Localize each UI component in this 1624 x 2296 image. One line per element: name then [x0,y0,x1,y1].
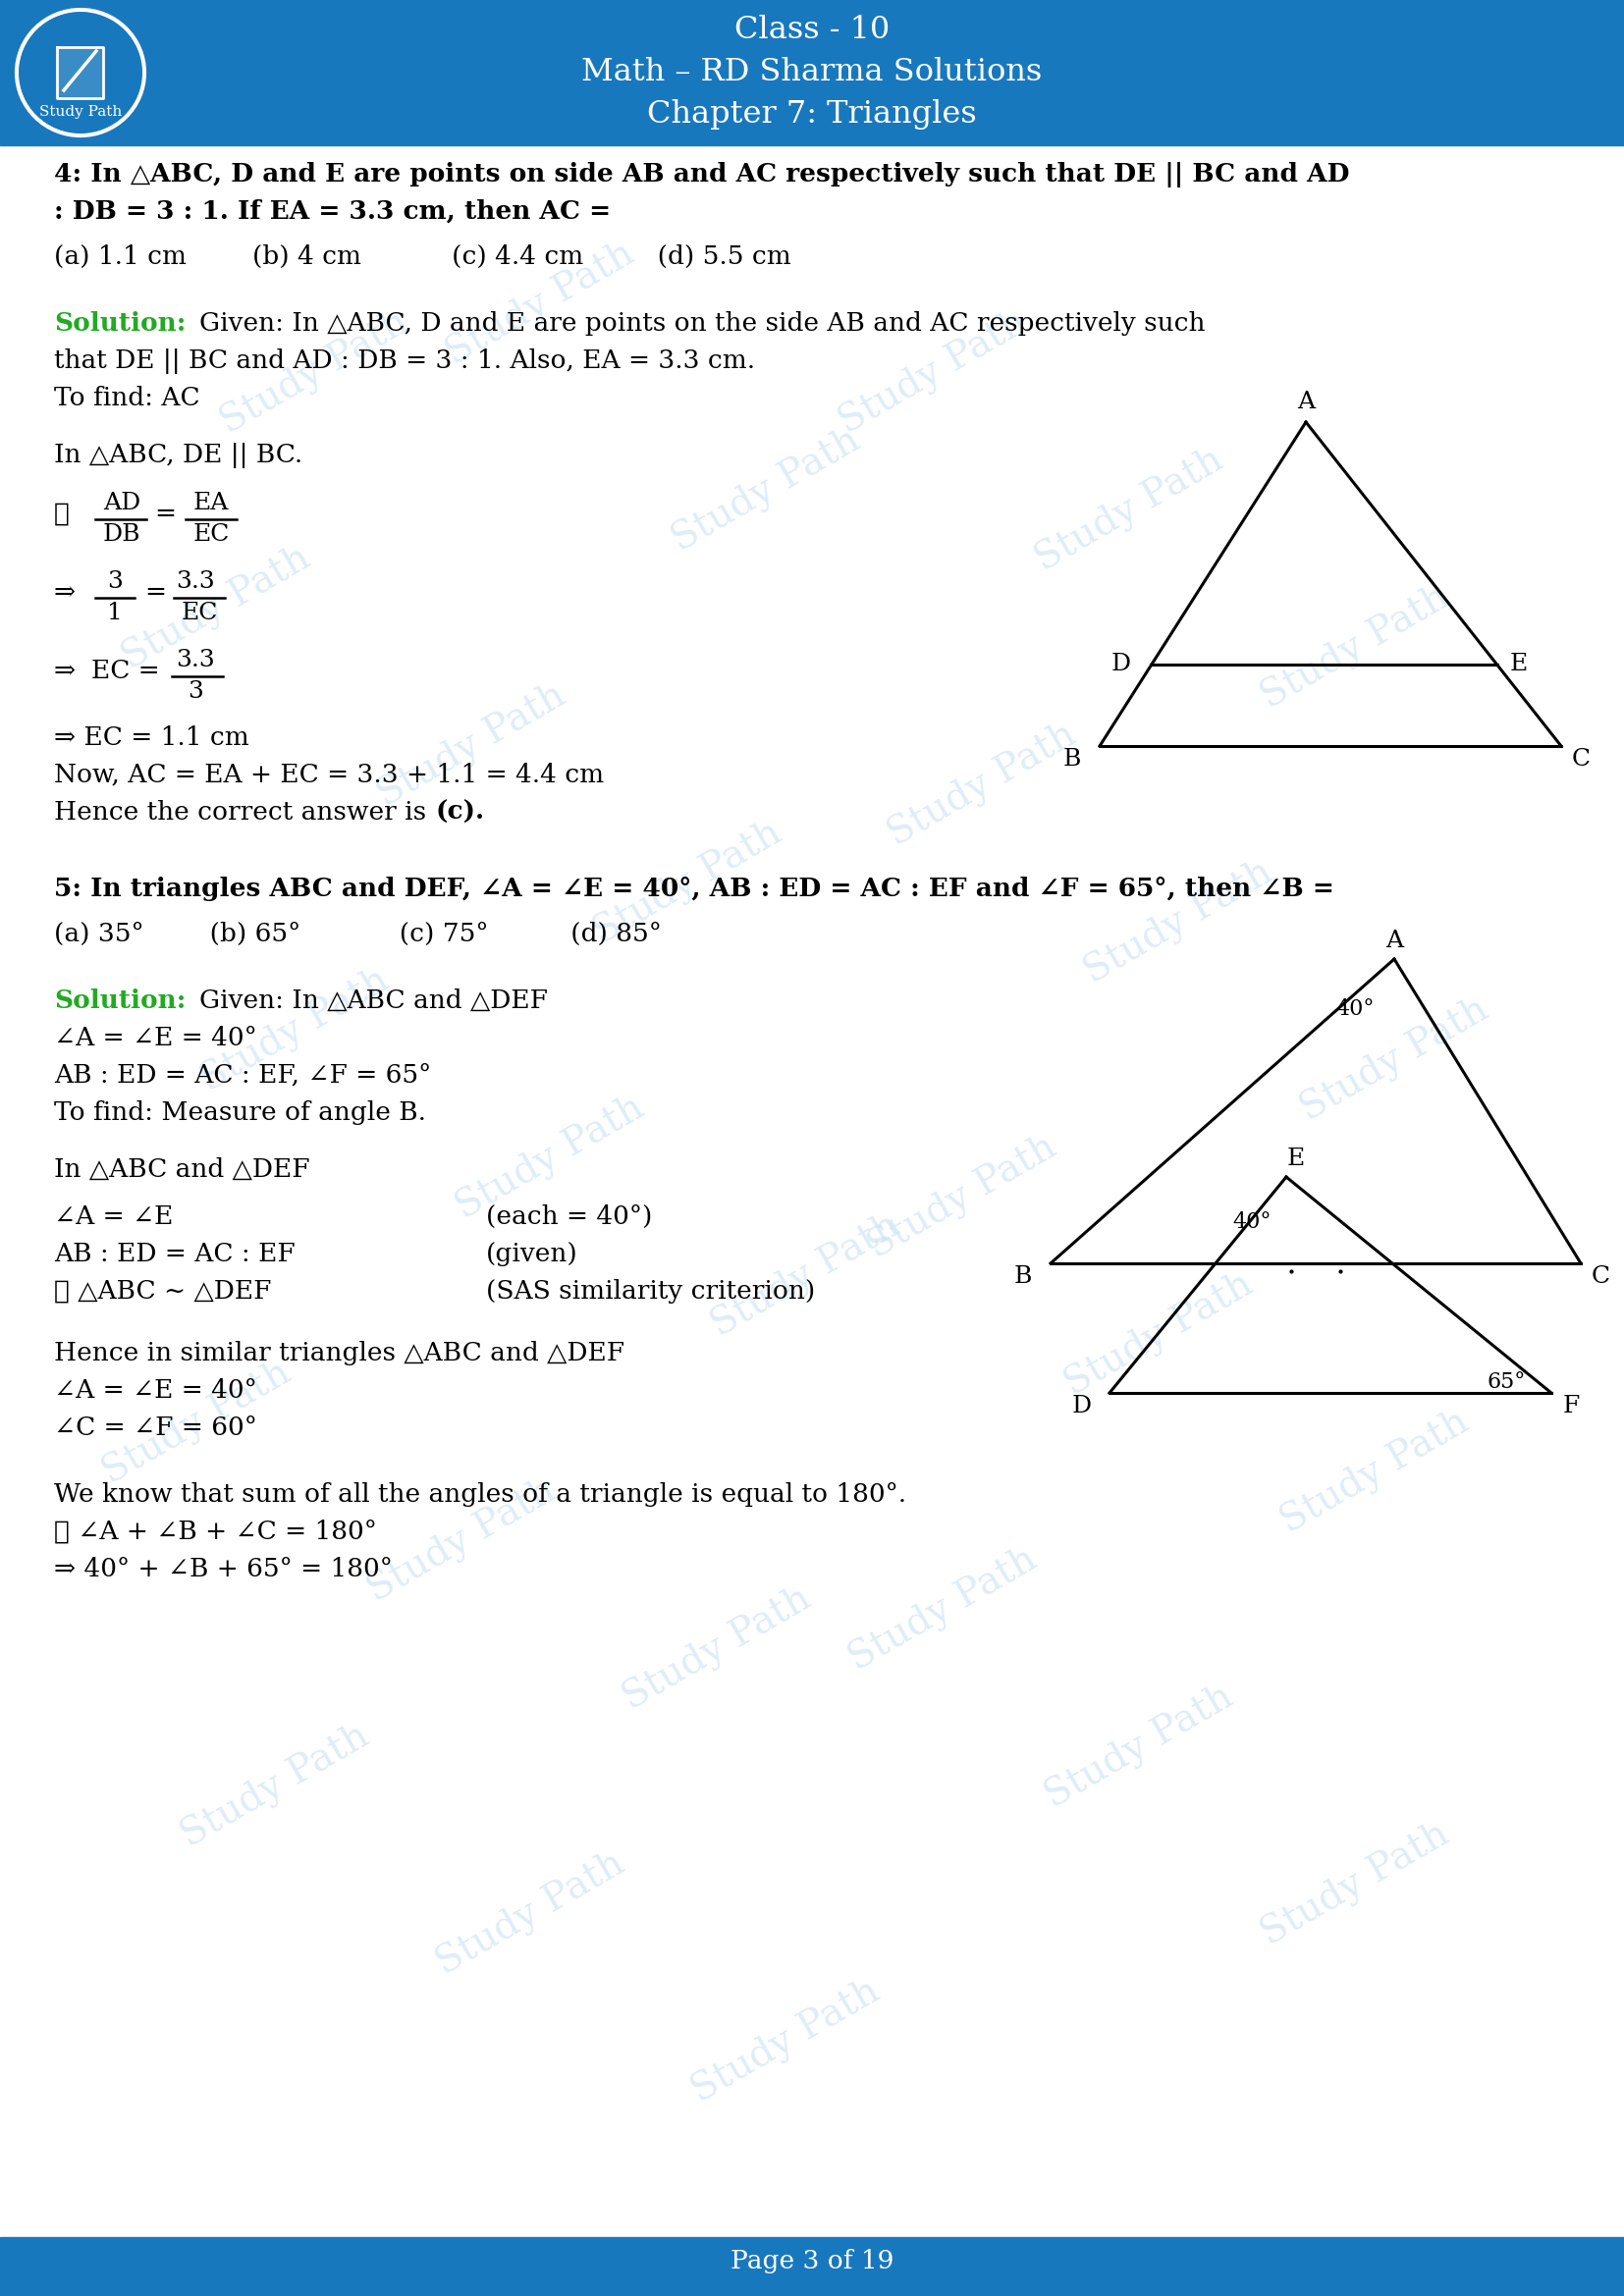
Text: AB : ED = AC : EF, ∠F = 65°: AB : ED = AC : EF, ∠F = 65° [54,1063,432,1088]
Text: Study Path: Study Path [586,815,788,953]
Text: ∠A = ∠E = 40°: ∠A = ∠E = 40° [54,1378,257,1403]
Text: DB: DB [102,523,141,546]
Text: ⇒ 40° + ∠B + 65° = 180°: ⇒ 40° + ∠B + 65° = 180° [54,1557,393,1582]
Text: Solution:: Solution: [54,990,185,1013]
Bar [0,2236,1624,2296]
Text: Study Path: Study Path [430,1846,630,1984]
Text: 3: 3 [107,569,122,592]
Text: In △ABC and △DEF: In △ABC and △DEF [54,1157,310,1182]
Text: (SAS similarity criterion): (SAS similarity criterion) [486,1279,815,1304]
Text: In △ABC, DE || BC.: In △ABC, DE || BC. [54,443,302,468]
Text: Study Path: Study Path [862,1130,1062,1267]
Text: AD: AD [102,491,141,514]
Text: Study Path: Study Path [361,1472,562,1609]
Text: Study Path: Study Path [450,1091,651,1226]
Text: : DB = 3 : 1. If EA = 3.3 cm, then AC =: : DB = 3 : 1. If EA = 3.3 cm, then AC = [54,200,611,223]
Text: Study Path: Study Path [115,540,317,677]
Text: 1: 1 [107,602,122,625]
Text: =: = [145,581,166,604]
Text: Study Path: Study Path [214,303,414,441]
Text: Study Path: Study Path [1038,1678,1239,1816]
Text: Study Path: Study Path [1078,854,1278,992]
Text: A: A [1385,930,1403,953]
Text: Study Path: Study Path [615,1580,817,1717]
Text: ⇒: ⇒ [54,659,76,684]
Text: ∴: ∴ [54,501,70,526]
Polygon shape [57,48,102,99]
Text: Study Path: Study Path [831,303,1033,441]
Text: Study Path: Study Path [705,1208,906,1345]
Text: Study Path: Study Path [1028,441,1229,579]
Text: Study Path: Study Path [96,1355,297,1492]
Text: Math – RD Sharma Solutions: Math – RD Sharma Solutions [581,57,1043,87]
Text: AB : ED = AC : EF: AB : ED = AC : EF [54,1242,296,1267]
Text: Study Path: Study Path [174,1717,375,1855]
Text: D: D [1111,652,1132,675]
Text: A: A [1298,390,1315,413]
Text: Study Path: Study Path [1254,1816,1455,1954]
Text: that DE || BC and AD : DB = 3 : 1. Also, EA = 3.3 cm.: that DE || BC and AD : DB = 3 : 1. Also,… [54,349,755,374]
Text: Hence in similar triangles △ABC and △DEF: Hence in similar triangles △ABC and △DEF [54,1341,625,1366]
Text: =: = [154,501,175,526]
Bar [0,0,1624,145]
Text: E: E [1288,1148,1306,1171]
Text: Study Path: Study Path [370,677,572,815]
Text: (each = 40°): (each = 40°) [486,1205,653,1228]
Text: ∴ △ABC ∼ △DEF: ∴ △ABC ∼ △DEF [54,1279,271,1304]
Text: Study Path: Study Path [39,106,122,119]
Ellipse shape [19,14,141,133]
Text: C: C [1592,1265,1609,1288]
Text: Chapter 7: Triangles: Chapter 7: Triangles [648,99,976,129]
Text: 40°: 40° [1233,1212,1272,1233]
Text: E: E [1510,652,1528,675]
Text: (a) 35°        (b) 65°            (c) 75°          (d) 85°: (a) 35° (b) 65° (c) 75° (d) 85° [54,921,661,946]
Text: To find: Measure of angle B.: To find: Measure of angle B. [54,1100,425,1125]
Text: EC =: EC = [91,659,159,684]
Text: Given: In △ABC, D and E are points on the side AB and AC respectively such: Given: In △ABC, D and E are points on th… [200,312,1205,335]
Text: (c).: (c). [435,799,484,824]
Text: Study Path: Study Path [193,962,395,1100]
Text: ⇒ EC = 1.1 cm: ⇒ EC = 1.1 cm [54,726,248,751]
Text: Given: In △ABC and △DEF: Given: In △ABC and △DEF [200,990,547,1013]
Text: 3.3: 3.3 [175,650,214,670]
Text: Study Path: Study Path [882,716,1083,854]
Text: Study Path: Study Path [1057,1265,1259,1403]
Text: Page 3 of 19: Page 3 of 19 [731,2248,893,2273]
Text: Study Path: Study Path [841,1541,1043,1678]
Text: Study Path: Study Path [440,236,640,374]
Text: Study Path: Study Path [1254,579,1455,716]
Text: We know that sum of all the angles of a triangle is equal to 180°.: We know that sum of all the angles of a … [54,1483,906,1506]
Text: EA: EA [193,491,229,514]
Text: 3.3: 3.3 [175,569,214,592]
Text: ∠C = ∠F = 60°: ∠C = ∠F = 60° [54,1417,257,1440]
Text: 40°: 40° [1335,999,1374,1019]
Text: 65°: 65° [1488,1371,1527,1394]
Text: B: B [1013,1265,1033,1288]
Text: To find: AC: To find: AC [54,386,200,411]
Text: 3: 3 [187,680,203,703]
Text: (a) 1.1 cm        (b) 4 cm           (c) 4.4 cm         (d) 5.5 cm: (a) 1.1 cm (b) 4 cm (c) 4.4 cm (d) 5.5 c… [54,243,791,269]
Text: Solution:: Solution: [54,312,185,335]
Text: ∴ ∠A + ∠B + ∠C = 180°: ∴ ∠A + ∠B + ∠C = 180° [54,1520,377,1545]
Text: Study Path: Study Path [685,1972,887,2110]
Text: Study Path: Study Path [666,422,867,560]
Text: 5: In triangles ABC and DEF, ∠A = ∠E = 40°, AB : ED = AC : EF and ∠F = 65°, then: 5: In triangles ABC and DEF, ∠A = ∠E = 4… [54,877,1335,900]
Text: Class - 10: Class - 10 [734,14,890,46]
Text: Now, AC = EA + EC = 3.3 + 1.1 = 4.4 cm: Now, AC = EA + EC = 3.3 + 1.1 = 4.4 cm [54,762,604,788]
Text: ∠A = ∠E: ∠A = ∠E [54,1205,174,1228]
Text: Study Path: Study Path [1273,1403,1475,1541]
Text: C: C [1572,748,1590,771]
Text: EC: EC [193,523,231,546]
Text: EC: EC [182,602,218,625]
Text: Hence the correct answer is: Hence the correct answer is [54,799,435,824]
Text: Study Path: Study Path [1294,992,1494,1130]
Text: (given): (given) [486,1242,578,1267]
Text: B: B [1064,748,1082,771]
Text: F: F [1562,1396,1580,1417]
Text: 4: In △ABC, D and E are points on side AB and AC respectively such that DE || BC: 4: In △ABC, D and E are points on side A… [54,163,1350,188]
Text: ∠A = ∠E = 40°: ∠A = ∠E = 40° [54,1026,257,1049]
Text: D: D [1072,1396,1091,1417]
Text: ⇒: ⇒ [54,581,76,604]
